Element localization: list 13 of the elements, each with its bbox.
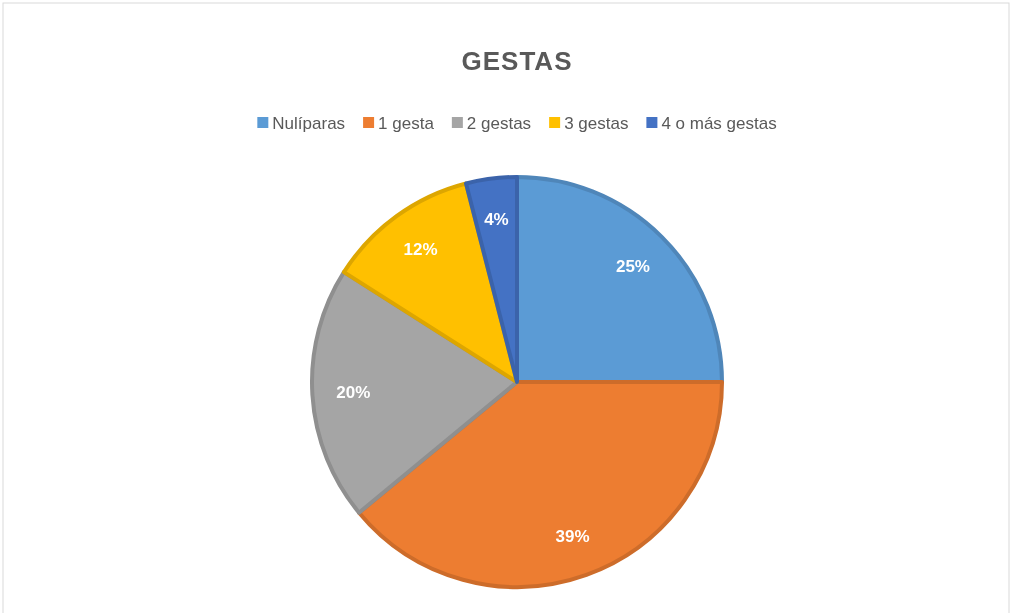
data-label: 20% bbox=[336, 383, 371, 403]
pie-slice bbox=[310, 270, 519, 515]
data-label: 25% bbox=[615, 256, 650, 276]
legend-label: 1 gesta bbox=[378, 113, 435, 133]
legend-label: 3 gestas bbox=[564, 113, 629, 133]
data-label: 4% bbox=[484, 210, 509, 230]
legend-label: 4 o más gestas bbox=[661, 113, 777, 133]
chart-title: GESTAS bbox=[461, 46, 573, 76]
pie-slice bbox=[464, 175, 519, 384]
data-label: 12% bbox=[403, 240, 438, 260]
legend-label: Nulíparas bbox=[272, 113, 346, 133]
data-label: 39% bbox=[555, 527, 590, 547]
legend-label: 2 gestas bbox=[466, 113, 532, 133]
